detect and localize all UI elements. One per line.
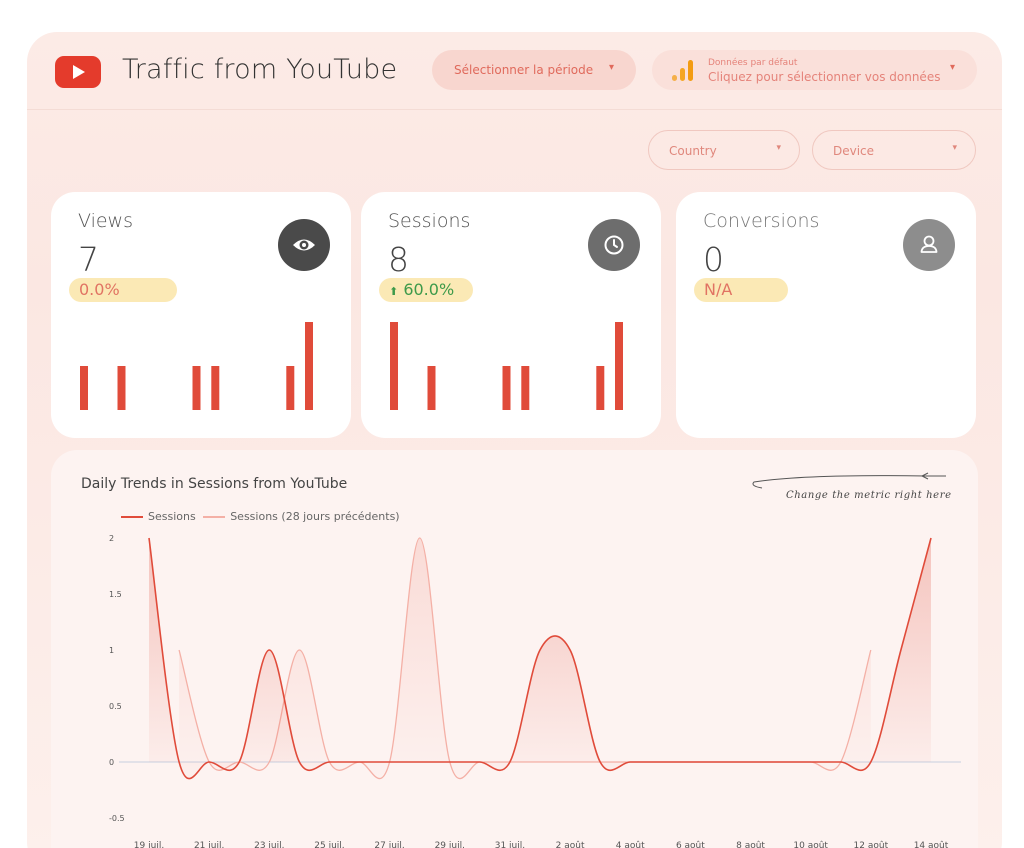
views-label: Views xyxy=(78,210,133,232)
annotation-text: Change the metric right here xyxy=(786,490,952,501)
conversions-card: Conversions 0 N/A xyxy=(676,192,976,438)
data-source-subtitle: Cliquez pour sélectionner vos données xyxy=(708,70,941,84)
x-tick-label: 2 août xyxy=(556,841,585,848)
analytics-icon xyxy=(672,59,694,81)
legend-series-previous: Sessions (28 jours précédents) xyxy=(230,510,400,523)
eye-icon xyxy=(278,219,330,271)
views-value: 7 xyxy=(78,240,99,279)
legend-series-sessions: Sessions xyxy=(148,510,196,523)
sparkline-bar xyxy=(305,322,313,410)
sparkline-bar xyxy=(427,366,436,410)
period-selector[interactable]: Sélectionner la période ▾ xyxy=(432,50,636,90)
x-tick-label: 23 juil. xyxy=(254,841,284,848)
x-tick-label: 31 juil. xyxy=(495,841,525,848)
chart-legend: Sessions Sessions (28 jours précédents) xyxy=(121,510,404,523)
sparkline-bar xyxy=(117,366,126,410)
series-area-sessions xyxy=(149,538,931,779)
sessions-line-chart: 2 1.5 1 0.5 0 -0.5 19 juil. 21 juil. 23 juil. 25 … xyxy=(109,534,961,848)
views-card: Views 7 0.0% xyxy=(51,192,351,438)
sessions-label: Sessions xyxy=(388,210,471,232)
sparkline-bar xyxy=(286,366,295,410)
sparkline-bar xyxy=(211,366,220,410)
views-sparkline xyxy=(80,322,313,410)
sessions-value: 8 xyxy=(388,240,409,279)
views-change-badge: 0.0% xyxy=(69,278,177,302)
sparkline-bar xyxy=(80,366,88,410)
sessions-change-badge: ⬆ 60.0% xyxy=(379,278,473,302)
sessions-card: Sessions 8 ⬆ 60.0% xyxy=(361,192,661,438)
sessions-change-value: 60.0% xyxy=(403,280,455,299)
page-title: Traffic from YouTube xyxy=(122,54,398,85)
sparkline-bar xyxy=(390,322,398,410)
chart-title: Daily Trends in Sessions from YouTube xyxy=(81,476,348,492)
youtube-logo-icon xyxy=(55,56,101,88)
series-line-sessions xyxy=(148,537,932,780)
y-tick-label: -0.5 xyxy=(109,814,125,823)
x-tick-label: 4 août xyxy=(616,841,645,848)
x-tick-label: 19 juil. xyxy=(134,841,164,848)
chevron-down-icon: ▾ xyxy=(608,62,614,73)
data-source-title: Données par défaut xyxy=(708,58,798,68)
arrow-up-icon: ⬆ xyxy=(389,285,399,298)
y-tick-label: 1 xyxy=(109,646,114,655)
country-filter-label: Country xyxy=(669,144,717,158)
daily-trends-card: Daily Trends in Sessions from YouTube Ch… xyxy=(51,450,978,848)
x-tick-label: 8 août xyxy=(736,841,765,848)
sparkline-bar xyxy=(615,322,623,410)
y-tick-label: 2 xyxy=(109,534,114,543)
x-tick-label: 6 août xyxy=(676,841,705,848)
conversions-change-badge: N/A xyxy=(694,278,788,302)
clock-icon xyxy=(588,219,640,271)
device-filter[interactable]: Device ▾ xyxy=(812,130,976,170)
x-tick-label: 12 août xyxy=(854,841,889,848)
header-divider xyxy=(27,109,1002,110)
chevron-down-icon: ▾ xyxy=(949,62,955,73)
sessions-sparkline xyxy=(390,322,623,410)
country-filter[interactable]: Country ▾ xyxy=(648,130,800,170)
x-tick-label: 10 août xyxy=(793,841,828,848)
conversions-label: Conversions xyxy=(703,210,820,232)
user-icon xyxy=(903,219,955,271)
data-source-selector[interactable]: Données par défaut Cliquez pour sélectio… xyxy=(652,50,977,90)
y-tick-label: 0.5 xyxy=(109,702,122,711)
y-tick-label: 0 xyxy=(109,758,114,767)
chevron-down-icon: ▾ xyxy=(952,143,957,153)
conversions-value: 0 xyxy=(703,240,724,279)
x-tick-label: 14 août xyxy=(914,841,949,848)
x-tick-label: 21 juil. xyxy=(194,841,224,848)
dashboard-frame: Traffic from YouTube Sélectionner la pér… xyxy=(27,32,1002,848)
x-tick-label: 25 juil. xyxy=(314,841,344,848)
sparkline-bar xyxy=(521,366,530,410)
x-tick-label: 27 juil. xyxy=(374,841,404,848)
y-tick-label: 1.5 xyxy=(109,590,122,599)
period-selector-label: Sélectionner la période xyxy=(454,63,594,77)
sparkline-bar xyxy=(596,366,605,410)
sparkline-bar xyxy=(192,366,201,410)
annotation-arrow-icon xyxy=(752,472,946,489)
chevron-down-icon: ▾ xyxy=(776,143,781,153)
device-filter-label: Device xyxy=(833,144,875,158)
sparkline-bar xyxy=(502,366,511,410)
x-tick-label: 29 juil. xyxy=(435,841,465,848)
